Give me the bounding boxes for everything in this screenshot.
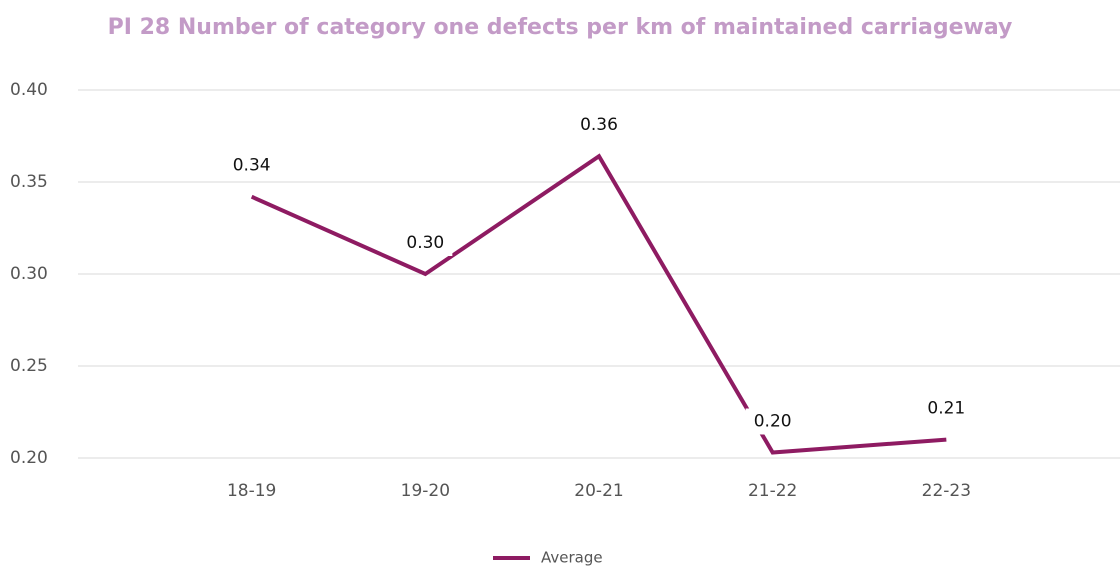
line <box>250 153 947 455</box>
data-label: 0.34 <box>233 156 271 176</box>
data-label-bg <box>919 395 974 422</box>
data-label: 0.30 <box>406 233 444 253</box>
x-tick-label: 20-21 <box>574 481 623 501</box>
data-label-bg <box>572 112 626 139</box>
data-label-bg <box>398 230 453 256</box>
y-tick-label: 0.35 <box>10 172 48 192</box>
data-label-bg <box>224 152 279 179</box>
x-tick-label: 21-22 <box>748 481 797 501</box>
x-tick-label: 18-19 <box>227 481 276 501</box>
y-tick-label: 0.30 <box>10 264 48 284</box>
chart-title: PI 28 Number of category one defects per… <box>108 15 1013 40</box>
y-tick-label: 0.40 <box>10 80 48 100</box>
y-tick-label: 0.20 <box>10 448 48 468</box>
legend-label: Average <box>541 549 603 567</box>
data-label-bg <box>745 408 800 435</box>
data-label: 0.20 <box>754 411 792 431</box>
x-tick-label: 22-23 <box>922 481 971 501</box>
y-tick-label: 0.25 <box>10 356 48 376</box>
data-label: 0.21 <box>927 399 965 419</box>
x-tick-label: 19-20 <box>401 481 450 501</box>
data-label: 0.36 <box>580 115 618 135</box>
